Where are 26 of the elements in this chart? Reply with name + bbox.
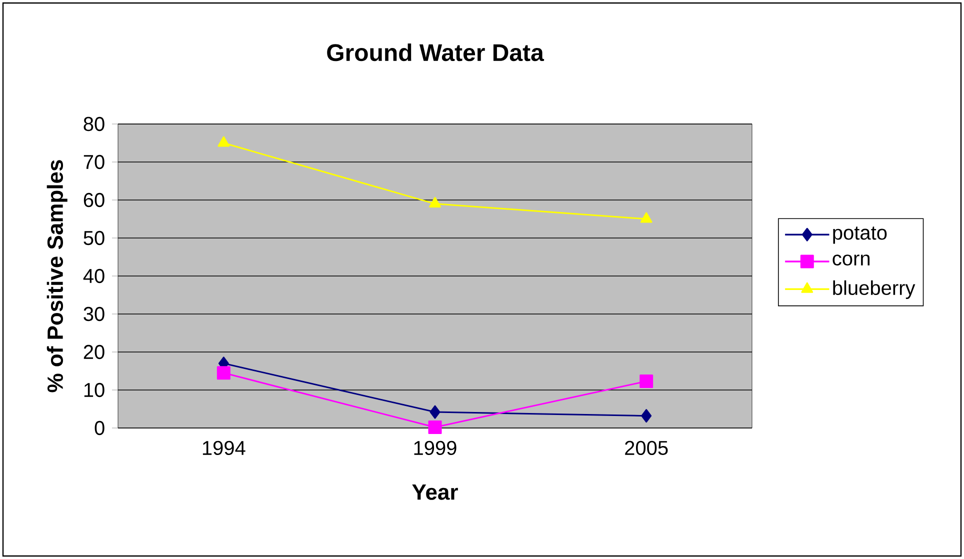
y-tick-label: 30 (84, 306, 104, 322)
chart-title: Ground Water Data (327, 44, 544, 62)
point (428, 420, 442, 434)
y-tick-label: 60 (84, 192, 104, 208)
y-tick-label: 20 (84, 344, 104, 360)
legend-label: blueberry (833, 280, 916, 299)
y-tick-label: 40 (83, 268, 104, 284)
y-tick-label: 0 (94, 420, 104, 436)
x-tick-label: 1999 (414, 440, 456, 456)
y-tick-label: 70 (84, 154, 104, 170)
point (641, 409, 652, 423)
x-tick-label: 2005 (625, 440, 668, 456)
y-tick-label: 50 (84, 230, 104, 246)
y-tick-label: 80 (84, 116, 104, 132)
x-tick-label: 1994 (202, 440, 246, 456)
point (218, 136, 230, 147)
point (429, 197, 441, 208)
point (430, 405, 440, 419)
y-tick-label: 10 (84, 382, 104, 398)
legend-label: corn (832, 254, 870, 266)
y-axis-title: % of Positive Samples (46, 160, 68, 392)
legend-label: potato (833, 226, 887, 244)
point (640, 374, 654, 388)
point (216, 366, 230, 380)
point (640, 212, 652, 223)
x-axis-title: Year (412, 484, 458, 500)
